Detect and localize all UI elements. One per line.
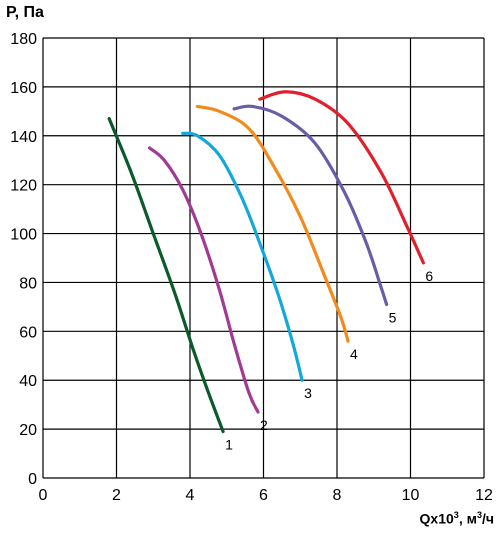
x-axis-label-prefix: Qx10: [419, 510, 454, 527]
series-4-line: [195, 104, 350, 343]
y-tick-label: 120: [10, 178, 37, 195]
y-tick-label: 140: [10, 129, 37, 146]
y-tick-label: 40: [19, 373, 37, 390]
x-tick-label: 4: [186, 487, 195, 504]
series-4-label: 4: [350, 346, 358, 362]
x-axis-label: Qx103, м3/ч: [420, 510, 494, 527]
series-2-label: 2: [260, 417, 268, 433]
y-axis-label: P, Па: [6, 4, 44, 21]
x-axis-label-sup2: 3: [476, 510, 482, 520]
series-2-line: [147, 146, 260, 414]
series-5-line: [232, 104, 389, 307]
x-tick-label: 6: [259, 487, 268, 504]
series-6-line: [258, 90, 425, 265]
y-tick-label: 0: [28, 471, 37, 488]
x-tick-label: 0: [39, 487, 48, 504]
x-tick-label: 2: [112, 487, 121, 504]
series-1-line: [107, 117, 225, 434]
x-tick-label: 8: [333, 487, 342, 504]
y-tick-label: 60: [19, 324, 37, 341]
series-6-label: 6: [425, 268, 433, 284]
series-3-line: [181, 131, 304, 382]
series-1-label: 1: [225, 437, 233, 453]
y-tick-label: 80: [19, 275, 37, 292]
x-axis-label-suffix: /ч: [481, 510, 494, 527]
x-axis-label-mid: , м: [458, 510, 477, 527]
x-tick-label: 12: [475, 487, 493, 504]
x-tick-label: 10: [402, 487, 420, 504]
y-tick-label: 160: [10, 80, 37, 97]
series-3-label: 3: [304, 385, 312, 401]
y-tick-label: 180: [10, 31, 37, 48]
x-axis-label-sup1: 3: [453, 510, 459, 520]
y-tick-label: 100: [10, 227, 37, 244]
series-5-label: 5: [389, 309, 397, 325]
y-tick-label: 20: [19, 422, 37, 439]
